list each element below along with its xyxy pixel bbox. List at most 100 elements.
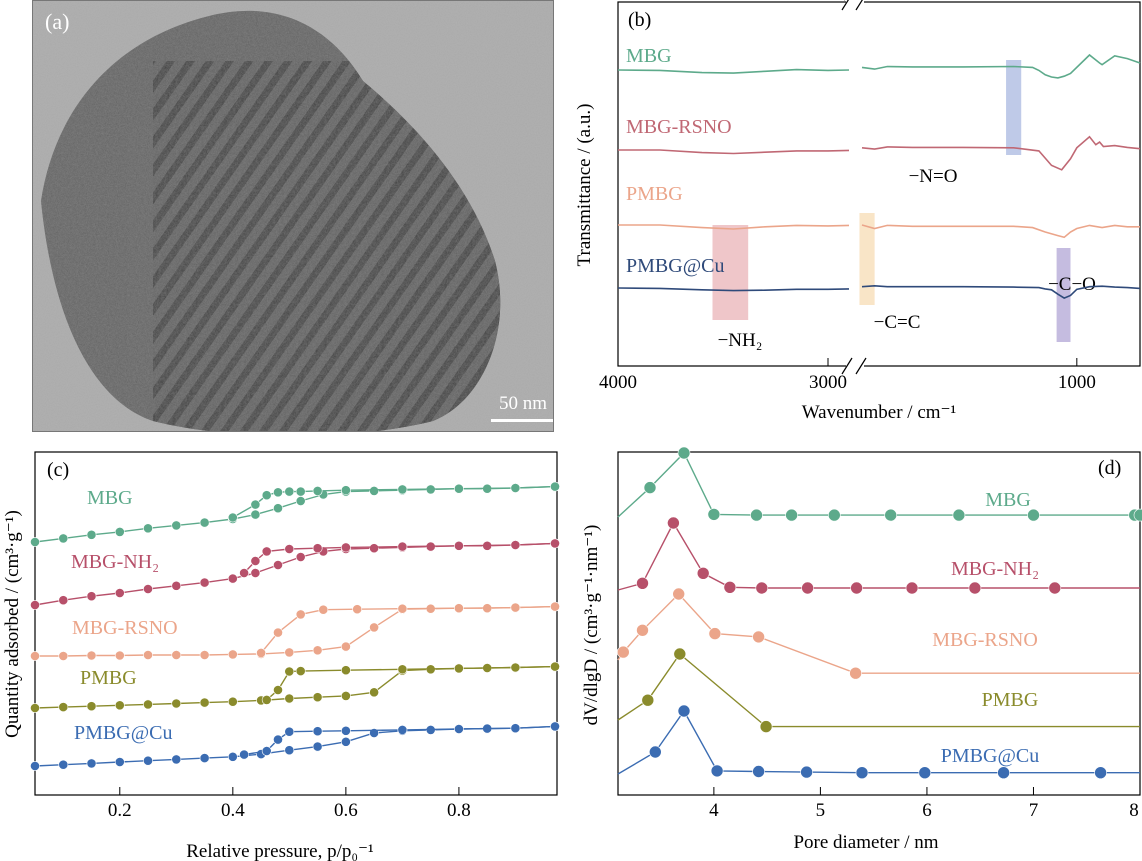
ftir-series-line [617,287,850,292]
pore-size-x-tick-label: 6 [922,800,932,821]
isotherm-x-tick-label: 0.2 [108,800,132,821]
isotherm-point [453,483,464,494]
ftir-series-line [861,284,1141,299]
isotherm-point [312,741,323,752]
panel-a-label: (a) [45,9,70,34]
isotherm-point [86,701,97,712]
isotherm-point [58,595,69,606]
pore-size-line [617,451,1140,518]
pore-size-x-tick-label: 5 [816,800,826,821]
isotherm-point [239,749,249,760]
ftir-series-line [618,149,850,155]
isotherm-point [171,580,182,591]
pore-size-y-axis-label: dV/dlgD / (cm³·g⁻¹·nm⁻¹) [581,525,602,726]
isotherm-point [510,483,521,493]
isotherm-point [143,584,153,594]
ftir-series-line [618,224,850,230]
isotherm-point [30,537,40,547]
isotherm-point [550,481,560,492]
isotherm-x-tick-label: 0.8 [447,800,471,821]
pore-size-point [641,693,655,707]
isotherm-point [227,649,238,660]
isotherm-point [199,517,210,528]
pore-size-x-tick-label: 7 [1029,800,1039,821]
axis-break-gap [846,0,864,368]
isotherm-point [340,665,351,676]
pore-size-x-ticks: 4 5 6 7 8 [709,787,1141,821]
isotherm-point [284,745,295,756]
pore-size-series-label: PMBG [982,689,1039,711]
isotherm-series-label: PMBG@Cu [74,722,172,744]
isotherm-point [171,754,182,765]
isotherm-point [58,533,69,544]
ftir-series-label: PMBG [626,183,683,205]
ftir-x-tick-label: 3000 [809,372,847,393]
isotherm-point [143,755,153,766]
pore-size-point [616,645,630,659]
isotherm-point [397,484,408,495]
isotherm-point [86,758,97,769]
isotherm-point [199,753,210,763]
isotherm-point [312,726,323,737]
pore-size-point [677,446,691,460]
isotherm-point [550,661,560,672]
isotherm-point [284,666,295,677]
pore-size-series-label: PMBG@Cu [941,745,1039,767]
isotherm-point [114,527,125,537]
isotherm-point [397,725,408,735]
ftir-frame [617,1,1141,367]
pore-size-point [785,508,798,522]
isotherm-point [284,486,295,497]
panel-b-label: (b) [628,9,651,31]
ftir-band-label: −C=C [874,312,921,333]
pore-size-frame [617,451,1141,796]
isotherm-point [30,651,40,661]
isotherm-point [318,604,329,615]
isotherm-point [239,568,249,578]
isotherm-point [397,603,408,614]
pore-size-point [849,666,862,680]
ftir-band-label: −NH₂ [718,330,763,351]
isotherm-point [510,540,521,550]
ftir-series-line [617,68,850,74]
pore-size-point [672,587,686,601]
isotherm-x-tick-label: 0.6 [334,800,358,821]
isotherm-point [199,697,210,708]
isotherm-series-labels: MBG MBG-NH₂ MBG-RSNO PMBG PMBG@Cu [71,487,178,744]
isotherm-point [369,485,379,496]
pore-size-point [752,765,765,778]
axis-break-slash [841,0,849,11]
isotherm-point [352,604,363,615]
isotherm-frame [34,451,558,796]
pore-size-point [1048,581,1062,595]
pore-size-point [1133,508,1142,522]
pore-size-series-label: MBG-RSNO [932,629,1038,651]
isotherm-point [250,568,261,578]
isotherm-point [58,702,69,712]
panel-d-label: (d) [1098,457,1121,479]
isotherm-point [453,663,464,674]
isotherm-point [227,751,238,762]
ftir-band-highlight [1006,60,1022,155]
pore-size-point [723,580,737,594]
isotherm-point [397,541,408,552]
isotherm-point [58,759,69,770]
pore-size-point [952,508,966,522]
scale-bar [491,419,553,422]
pore-size-series [616,446,1142,780]
isotherm-x-axis-label: Relative pressure, p/p₀⁻¹ [186,841,374,861]
isotherm-panel: (c) Quantity adsorbed / (cm³·g⁻¹) Relati… [2,451,560,861]
isotherm-point [30,703,40,713]
pore-size-point [643,481,657,494]
ftir-series-label: MBG-RSNO [626,116,732,138]
ftir-band-label: −C−O [1048,274,1096,295]
isotherm-point [369,687,379,698]
isotherm-point [250,509,261,520]
pore-size-point [755,581,769,595]
isotherm-point [171,650,182,660]
pore-size-point [884,508,898,522]
isotherm-point [453,540,464,551]
tem-micrograph [33,1,553,431]
ftir-band-highlight [712,225,749,320]
